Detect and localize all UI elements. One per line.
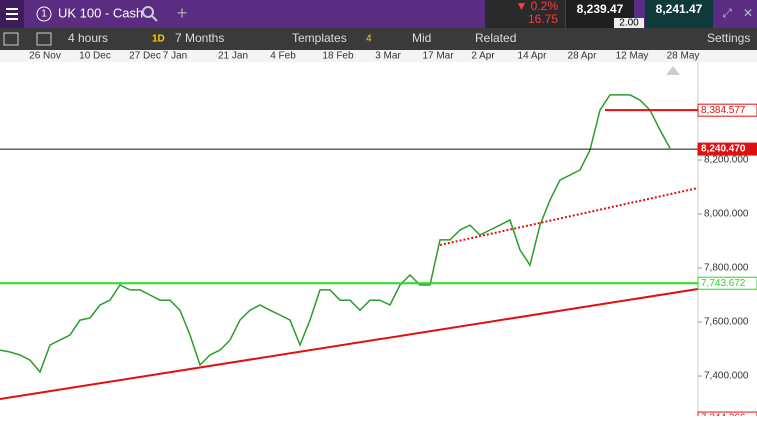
date-label: 26 Nov (29, 51, 61, 62)
change-pts: 16.75 (528, 12, 558, 26)
date-label: 3 Mar (375, 51, 401, 62)
templates[interactable]: Templates (292, 31, 347, 45)
date-axis (0, 50, 757, 62)
instrument-badge (36, 6, 52, 22)
related[interactable]: Related (475, 31, 516, 45)
instrument-number: 1 (41, 9, 47, 20)
date-label: 28 May (667, 51, 700, 62)
date-label: 21 Jan (218, 51, 248, 62)
toolbar (0, 28, 757, 50)
date-label: 18 Feb (322, 51, 354, 62)
date-label: 12 May (616, 51, 649, 62)
level-label-box (697, 142, 757, 156)
price-tick-label: 7,600.000 (704, 317, 749, 328)
level-label: 7,743.672 (701, 278, 746, 289)
trend-line-dotted (439, 187, 699, 246)
level-label: 8,384.577 (701, 105, 746, 116)
price-tick-label: 8,000.000 (704, 209, 749, 220)
price-line (0, 94, 671, 374)
date-label: 17 Mar (422, 51, 454, 62)
level-label-box (697, 276, 757, 290)
trend-line (0, 288, 699, 400)
interval-badge: 1D (152, 34, 165, 45)
list-icon[interactable] (3, 32, 19, 46)
price-tick-label: 7,800.000 (704, 263, 749, 274)
layout-icon[interactable] (36, 32, 52, 46)
price-tick-label: 8,200.000 (704, 155, 749, 166)
date-label: 14 Apr (518, 51, 548, 62)
instrument-name[interactable]: UK 100 - Cash (58, 5, 143, 20)
date-label: 4 Feb (270, 51, 296, 62)
sell-price: 8,239.47 (577, 2, 624, 16)
date-label: 28 Apr (568, 51, 598, 62)
date-label: 2 Apr (471, 51, 495, 62)
buy-button[interactable] (645, 0, 713, 28)
add-tab[interactable]: + (177, 3, 188, 23)
price-tick-label: 7,400.000 (704, 371, 749, 382)
menu-icon (6, 8, 18, 20)
date-label: 27 Dec (129, 51, 161, 62)
window-icon[interactable]: ⤢ (721, 6, 732, 20)
templates-count: 4 (366, 34, 372, 45)
scroll-marker[interactable] (666, 66, 680, 75)
search-icon[interactable] (142, 6, 158, 22)
buy-price: 8,241.47 (656, 2, 703, 16)
level-label-box (697, 103, 757, 117)
date-label: 7 Jan (163, 51, 187, 62)
close-icon[interactable]: ✕ (743, 6, 753, 20)
date-label: 10 Dec (79, 51, 111, 62)
settings[interactable]: Settings (707, 31, 750, 45)
level-label: 8,240.470 (701, 144, 746, 155)
spread: 2.00 (619, 18, 639, 29)
change-box (485, 0, 565, 28)
interval[interactable]: 4 hours (68, 31, 108, 45)
spread-box (614, 18, 644, 28)
change-pct: ▼ 0.2% (515, 0, 558, 13)
range[interactable]: 7 Months (175, 31, 224, 45)
price-type[interactable]: Mid (412, 31, 431, 45)
